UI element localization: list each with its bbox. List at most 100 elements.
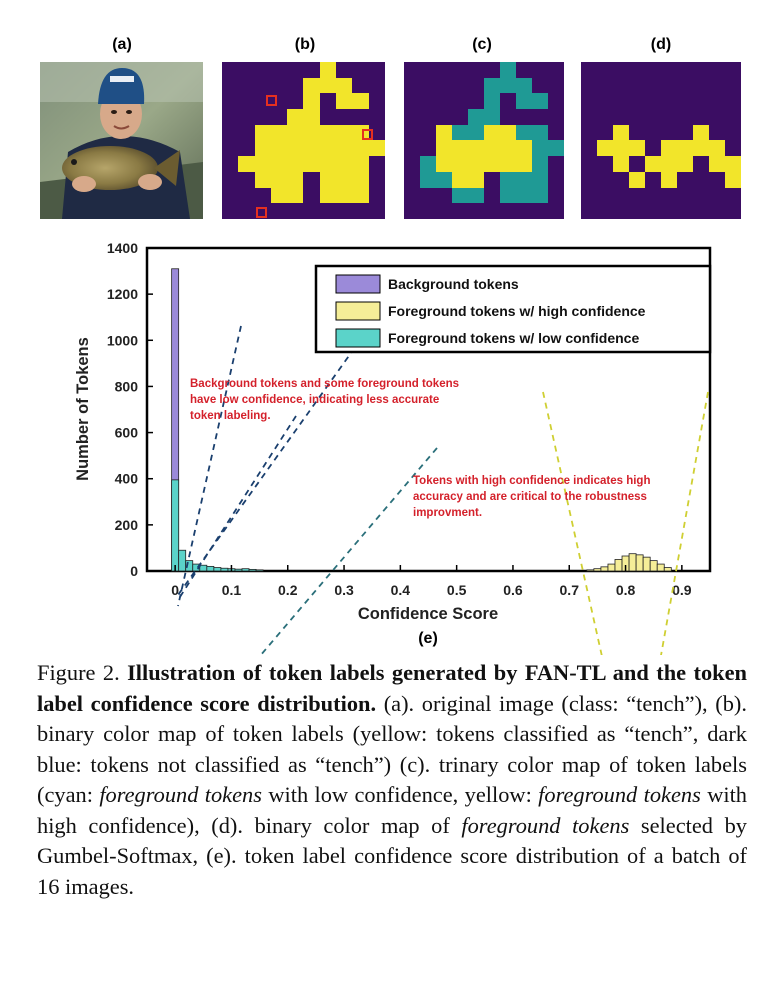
token-cell: [404, 109, 420, 125]
token-cell: [709, 77, 725, 94]
token-cell: [548, 187, 564, 204]
token-cell: [597, 187, 613, 204]
token-cell: [222, 140, 239, 157]
token-cell: [693, 109, 709, 125]
token-cell: [404, 203, 420, 219]
y-tick-label: 0: [130, 563, 138, 579]
token-cell: [404, 62, 420, 78]
token-cell: [352, 109, 369, 125]
token-map-trinary: [404, 62, 564, 219]
token-cell: [420, 77, 436, 94]
token-cell: [597, 171, 613, 188]
token-cell: [287, 109, 304, 125]
token-cell: [693, 93, 709, 110]
token-cell: [336, 109, 353, 125]
x-tick-label: 0.7: [560, 582, 580, 598]
token-cell: [693, 171, 709, 188]
x-tick-label: 0.4: [391, 582, 411, 598]
token-cell: [270, 124, 288, 141]
token-cell: [319, 77, 337, 94]
token-cell: [238, 156, 255, 172]
token-cell: [270, 156, 288, 172]
token-cell: [420, 187, 436, 204]
token-cell: [516, 171, 532, 188]
token-cell: [484, 77, 500, 94]
token-cell: [581, 203, 597, 219]
arrow-line: [177, 325, 242, 607]
token-cell: [677, 62, 693, 78]
y-tick-label: 800: [115, 378, 139, 394]
token-cell: [352, 62, 369, 78]
token-map-selected: [581, 62, 741, 219]
token-cell: [693, 124, 709, 141]
token-cell: [452, 62, 468, 78]
token-cell: [303, 203, 320, 219]
histogram-bar: [607, 563, 616, 572]
token-cell: [645, 156, 661, 172]
panel-label-b: (b): [294, 36, 316, 53]
token-cell: [661, 124, 677, 141]
token-cell: [420, 140, 436, 157]
token-cell: [516, 187, 532, 204]
token-cell: [629, 77, 645, 94]
token-cell: [484, 109, 500, 125]
token-cell: [287, 156, 304, 172]
token-marker: [256, 207, 267, 218]
annotation-high-confidence: Tokens with high confidence indicates hi…: [413, 475, 654, 519]
token-cell: [532, 77, 548, 94]
token-cell: [629, 140, 645, 157]
token-cell: [709, 187, 725, 204]
token-cell: [661, 109, 677, 125]
token-cell: [452, 109, 468, 125]
confidence-histogram: 0 200 400 600 800 1000 1200 1400 0 0.1 0.2 0.3 0.4 0…: [74, 240, 712, 655]
token-cell: [404, 156, 420, 172]
histogram-bar: [213, 567, 222, 572]
token-cell: [436, 203, 452, 219]
annotation-low-confidence: Background tokens and some foreground to…: [190, 378, 462, 422]
token-cell: [368, 171, 385, 188]
arrow-line: [259, 447, 438, 655]
token-cell: [336, 203, 353, 219]
token-cell: [613, 203, 629, 219]
token-cell: [597, 62, 613, 78]
token-cell: [368, 93, 385, 110]
token-cell: [548, 203, 564, 219]
token-cell: [452, 187, 468, 204]
token-cell: [452, 203, 468, 219]
token-cell: [725, 203, 741, 219]
token-cell: [336, 62, 353, 78]
token-cell: [420, 156, 436, 172]
token-cell: [709, 156, 725, 172]
x-tick-label: 0: [171, 582, 179, 598]
token-cell: [436, 109, 452, 125]
token-cell: [468, 171, 484, 188]
y-tick-label: 200: [115, 517, 139, 533]
token-cell: [629, 171, 645, 188]
token-cell: [709, 140, 725, 157]
token-cell: [303, 187, 320, 204]
token-cell: [597, 156, 613, 172]
token-cell: [254, 171, 271, 188]
token-cell: [287, 62, 304, 78]
token-cell: [484, 187, 500, 204]
histogram-bar: [614, 559, 623, 572]
token-cell: [581, 156, 597, 172]
token-cell: [420, 203, 436, 219]
caption-title: Illustration of token labels generated b…: [37, 660, 747, 716]
token-cell: [222, 156, 239, 172]
token-cell: [368, 62, 385, 78]
token-cell: [484, 124, 500, 141]
token-cell: [287, 171, 304, 188]
token-cell: [336, 124, 353, 141]
histogram-bar: [593, 568, 602, 572]
token-cell: [548, 156, 564, 172]
panel-label-c: (c): [472, 36, 492, 53]
token-cell: [613, 156, 629, 172]
token-cell: [287, 124, 304, 141]
token-cell: [436, 62, 452, 78]
token-cell: [516, 124, 532, 141]
token-cell: [597, 109, 613, 125]
token-cell: [336, 156, 353, 172]
x-tick-label: 0.2: [278, 582, 298, 598]
token-cell: [548, 171, 564, 188]
